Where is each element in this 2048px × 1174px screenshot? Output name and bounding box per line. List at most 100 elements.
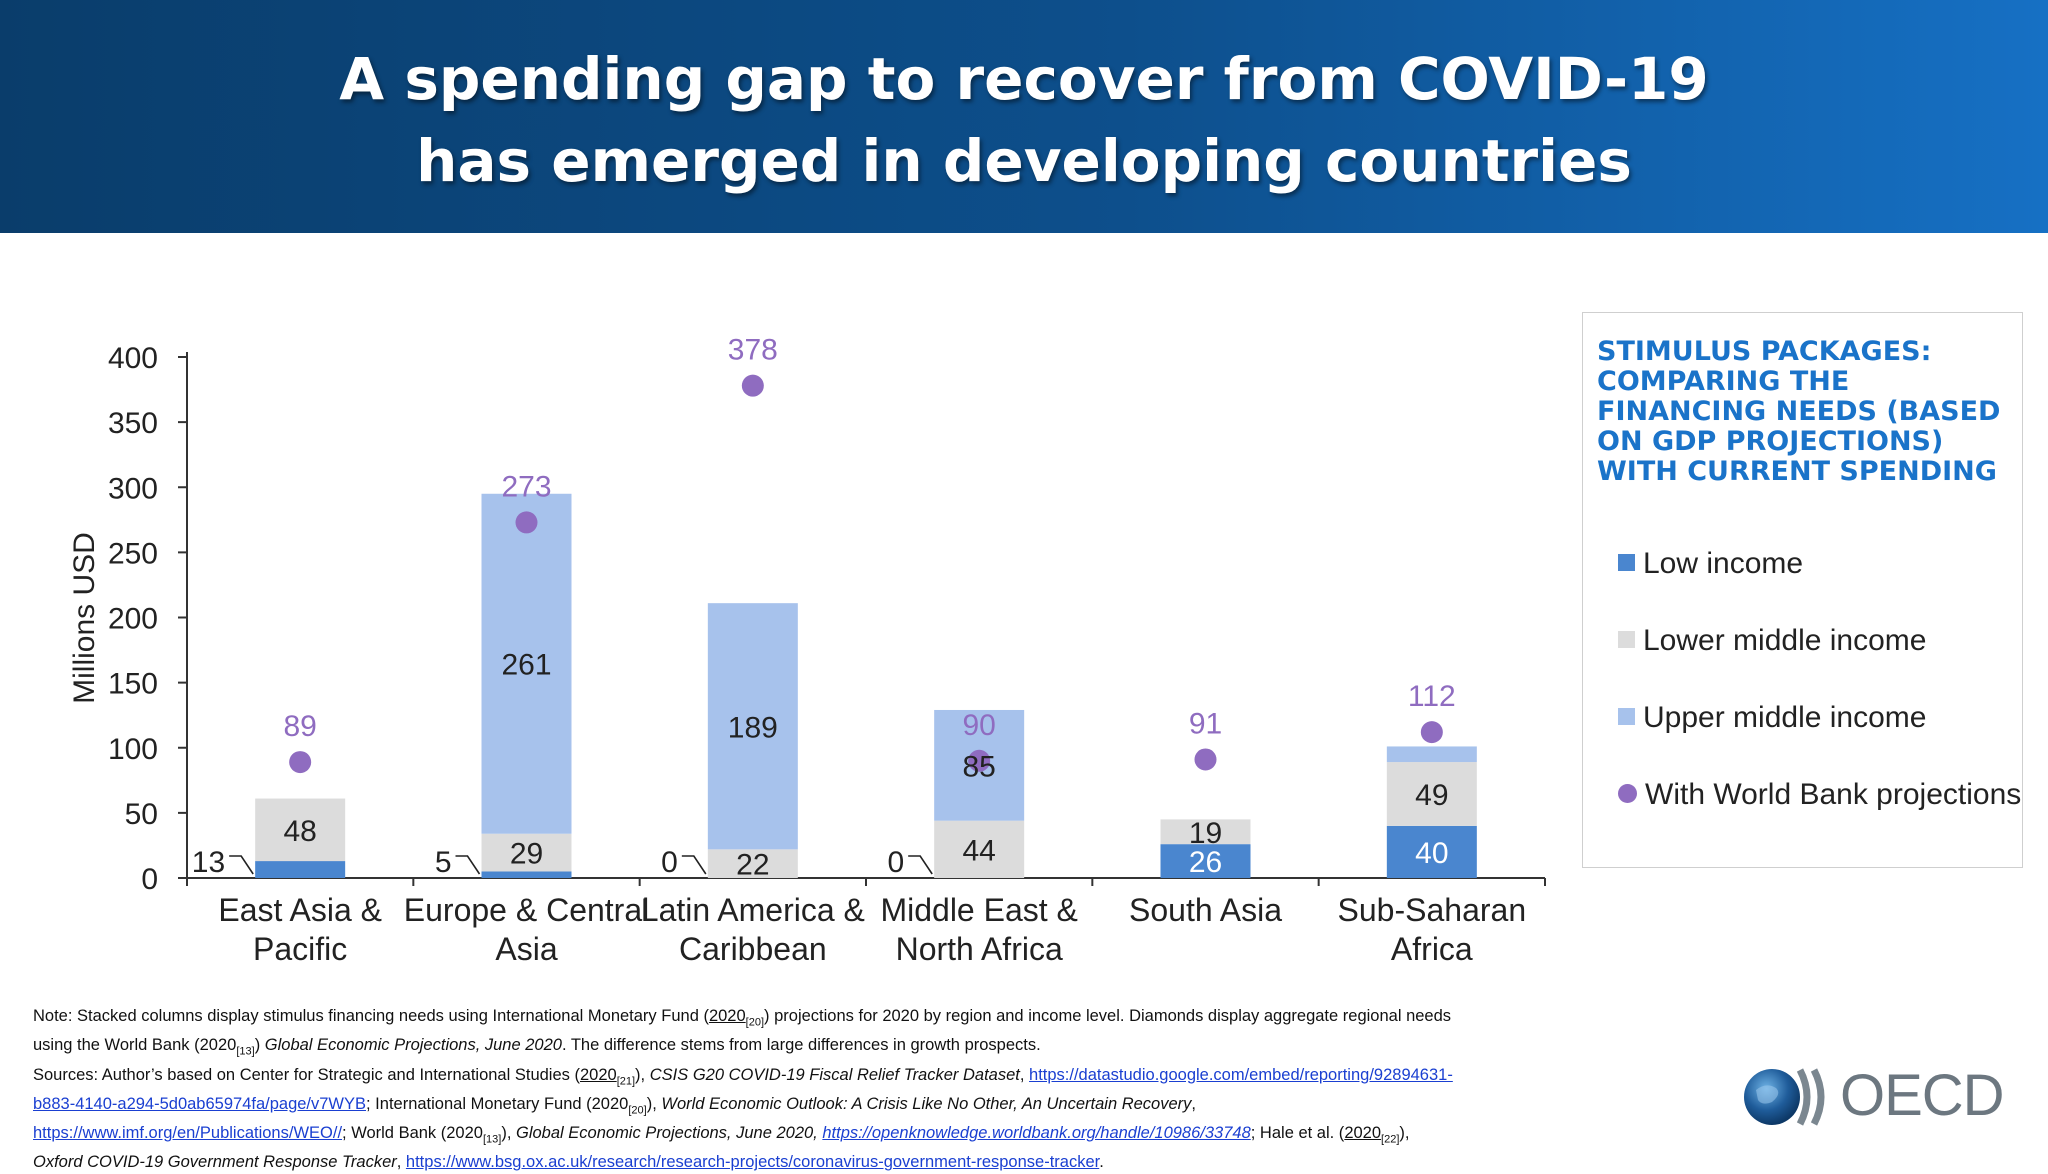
oecd-logo: OECD bbox=[1742, 1060, 2005, 1130]
bar-value-label: 22 bbox=[736, 849, 769, 882]
legend-swatch-upper-middle-income bbox=[1618, 708, 1635, 725]
bar-segment-lower-middle-income bbox=[934, 820, 1025, 878]
note-line: b883-4140-a294-5d0ab65974fa/page/v7WYB; … bbox=[33, 1093, 1563, 1122]
bar-value-label: 261 bbox=[501, 649, 551, 682]
oecd-logo-text: OECD bbox=[1840, 1063, 2005, 1128]
legend-swatch-low-income bbox=[1618, 554, 1635, 571]
note-url-link[interactable]: https://openknowledge.worldbank.org/hand… bbox=[822, 1124, 1251, 1143]
note-citation-ref: [20] bbox=[628, 1104, 647, 1117]
bar-value-label: 19 bbox=[1189, 817, 1222, 850]
world-bank-projection-dot bbox=[1194, 748, 1217, 771]
y-tick-label: 50 bbox=[125, 798, 158, 831]
bar-value-label: 29 bbox=[510, 838, 543, 871]
note-text: ; International Monetary Fund (2020 bbox=[366, 1094, 629, 1113]
world-bank-projection-dot bbox=[1420, 721, 1443, 744]
x-category-label: Caribbean bbox=[679, 931, 827, 967]
note-line: using the World Bank (2020[13]) Global E… bbox=[33, 1034, 1563, 1063]
projection-value-label: 91 bbox=[1189, 707, 1222, 740]
note-line: Oxford COVID-19 Government Response Trac… bbox=[33, 1151, 1563, 1174]
note-citation-ref: [22] bbox=[1381, 1133, 1400, 1146]
note-url-link[interactable]: https://datastudio.google.com/embed/repo… bbox=[1029, 1065, 1453, 1084]
projection-value-label: 90 bbox=[962, 709, 995, 742]
x-category-label: East Asia & bbox=[218, 892, 382, 928]
x-category-label: Asia bbox=[495, 931, 557, 967]
bar-segment-lower-middle-income bbox=[1386, 762, 1477, 826]
bar-segment-lower-middle-income bbox=[1160, 819, 1251, 845]
bar-segment-upper-middle-income bbox=[1386, 746, 1477, 763]
note-url-link[interactable]: b883-4140-a294-5d0ab65974fa/page/v7WYB bbox=[33, 1094, 367, 1113]
bar-value-label: 13 bbox=[192, 846, 225, 879]
world-bank-projection-dot bbox=[968, 749, 991, 772]
legend-label: Low income bbox=[1643, 547, 1804, 580]
legend-item-upper-middle-income: Upper middle income bbox=[1618, 701, 1926, 735]
x-category-label: North Africa bbox=[896, 931, 1063, 967]
x-category-label: Europe & Central bbox=[404, 892, 649, 928]
note-text: , bbox=[396, 1153, 406, 1172]
x-category-label: South Asia bbox=[1129, 892, 1282, 928]
note-italic-title: CSIS G20 COVID-19 Fiscal Relief Tracker … bbox=[649, 1065, 1020, 1084]
x-category-label: Sub-Saharan bbox=[1338, 892, 1527, 928]
note-line: Note: Stacked columns display stimulus f… bbox=[33, 1005, 1563, 1034]
legend-title: STIMULUS PACKAGES: COMPARING THE FINANCI… bbox=[1597, 336, 2001, 487]
bar-value-label: 49 bbox=[1415, 779, 1448, 812]
note-text: ), bbox=[635, 1065, 650, 1084]
bar-segment-upper-middle-income bbox=[707, 603, 798, 850]
title-banner: A spending gap to recover from COVID-19 … bbox=[0, 0, 2048, 233]
y-tick-label: 300 bbox=[108, 472, 158, 505]
x-category-label: Middle East & bbox=[880, 892, 1077, 928]
bar-value-label: 44 bbox=[962, 834, 995, 867]
bar-value-label: 26 bbox=[1189, 846, 1222, 879]
projection-value-label: 112 bbox=[1408, 680, 1456, 713]
legend-panel: STIMULUS PACKAGES: COMPARING THE FINANCI… bbox=[1582, 312, 2023, 868]
bar-value-label: 85 bbox=[962, 750, 995, 783]
legend-item-low-income: Low income bbox=[1618, 547, 1803, 581]
legend-marker-world-bank-projections bbox=[1618, 784, 1637, 803]
note-citation-link[interactable]: 2020 bbox=[708, 1007, 746, 1025]
bar-value-label: 189 bbox=[728, 711, 778, 744]
title-line-2: has emerged in developing countries bbox=[416, 127, 1632, 195]
bar-segment-low-income bbox=[481, 871, 572, 878]
bar-value-label: 0 bbox=[887, 846, 904, 879]
note-text: ), bbox=[646, 1094, 662, 1113]
world-bank-projection-dot bbox=[515, 511, 538, 534]
chart-notes: Note: Stacked columns display stimulus f… bbox=[33, 1005, 1563, 1174]
note-italic-title: World Economic Outlook: A Crisis Like No… bbox=[661, 1094, 1192, 1113]
title-line-1: A spending gap to recover from COVID-19 bbox=[339, 45, 1709, 113]
bar-segment-lower-middle-income bbox=[707, 849, 798, 878]
y-tick-label: 350 bbox=[108, 407, 158, 440]
note-url-link[interactable]: https://www.bsg.ox.ac.uk/research/resear… bbox=[405, 1153, 1100, 1172]
legend-item-world-bank-projections: With World Bank projections bbox=[1618, 778, 2021, 812]
projection-value-label: 89 bbox=[283, 710, 316, 743]
leader-line bbox=[681, 855, 707, 875]
note-text: ), bbox=[501, 1124, 516, 1143]
note-url-link[interactable]: https://www.imf.org/en/Publications/WEO/… bbox=[33, 1124, 343, 1143]
note-text: Sources: Author’s based on Center for St… bbox=[33, 1065, 580, 1084]
world-bank-projection-dot bbox=[741, 374, 764, 397]
note-citation-ref: [13] bbox=[482, 1133, 502, 1146]
legend-item-lower-middle-income: Lower middle income bbox=[1618, 624, 1926, 658]
note-citation-ref: [20] bbox=[745, 1016, 765, 1029]
note-text: , bbox=[1191, 1094, 1196, 1113]
y-tick-label: 200 bbox=[108, 603, 158, 636]
bar-segment-low-income bbox=[1160, 844, 1251, 878]
note-line: https://www.imf.org/en/Publications/WEO/… bbox=[33, 1122, 1563, 1151]
y-tick-label: 100 bbox=[108, 733, 158, 766]
note-text: , bbox=[1019, 1065, 1030, 1084]
projection-value-label: 378 bbox=[728, 334, 778, 367]
note-citation-link[interactable]: 2020 bbox=[1344, 1124, 1382, 1143]
note-text: using the World Bank (2020 bbox=[33, 1036, 237, 1055]
note-text: . bbox=[1099, 1153, 1104, 1172]
y-tick-label: 400 bbox=[108, 342, 158, 375]
y-tick-label: 0 bbox=[141, 863, 158, 896]
page-title: A spending gap to recover from COVID-19 … bbox=[0, 38, 2048, 202]
note-citation-ref: [13] bbox=[236, 1045, 255, 1058]
y-tick-label: 250 bbox=[108, 537, 158, 570]
note-citation-link[interactable]: 2020 bbox=[579, 1065, 617, 1084]
note-text: ) projections for 2020 by region and inc… bbox=[764, 1007, 1452, 1025]
note-italic-title: Global Economic Projections, June 2020 bbox=[264, 1036, 562, 1055]
y-tick-label: 150 bbox=[108, 668, 158, 701]
note-text: ), bbox=[1399, 1124, 1410, 1143]
note-line: Sources: Author’s based on Center for St… bbox=[33, 1064, 1563, 1093]
bar-segment-lower-middle-income bbox=[255, 798, 346, 862]
